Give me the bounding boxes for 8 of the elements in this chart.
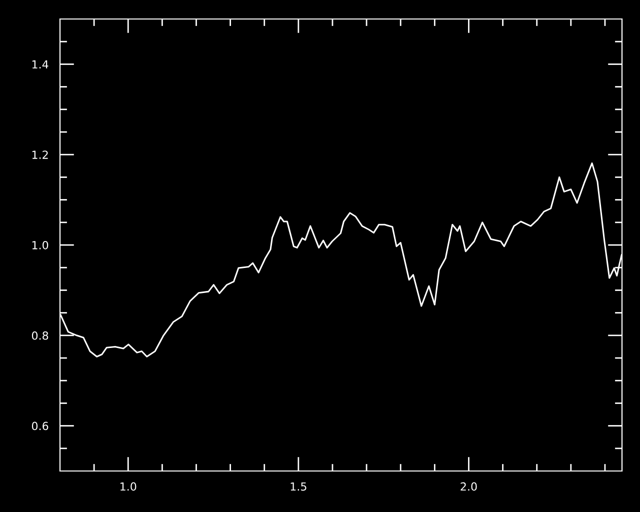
x-tick-label: 1.0 (120, 482, 136, 491)
y-tick-label: 0.6 (32, 422, 48, 430)
x-tick-label: 2.0 (460, 482, 477, 491)
y-tick-label: 1.0 (32, 240, 48, 250)
y-tick-label: 1.2 (32, 150, 48, 159)
x-tick-label: 1.5 (290, 482, 306, 491)
y-tick-label: 1.4 (32, 60, 48, 68)
y-tick-label: 0.8 (32, 331, 48, 340)
